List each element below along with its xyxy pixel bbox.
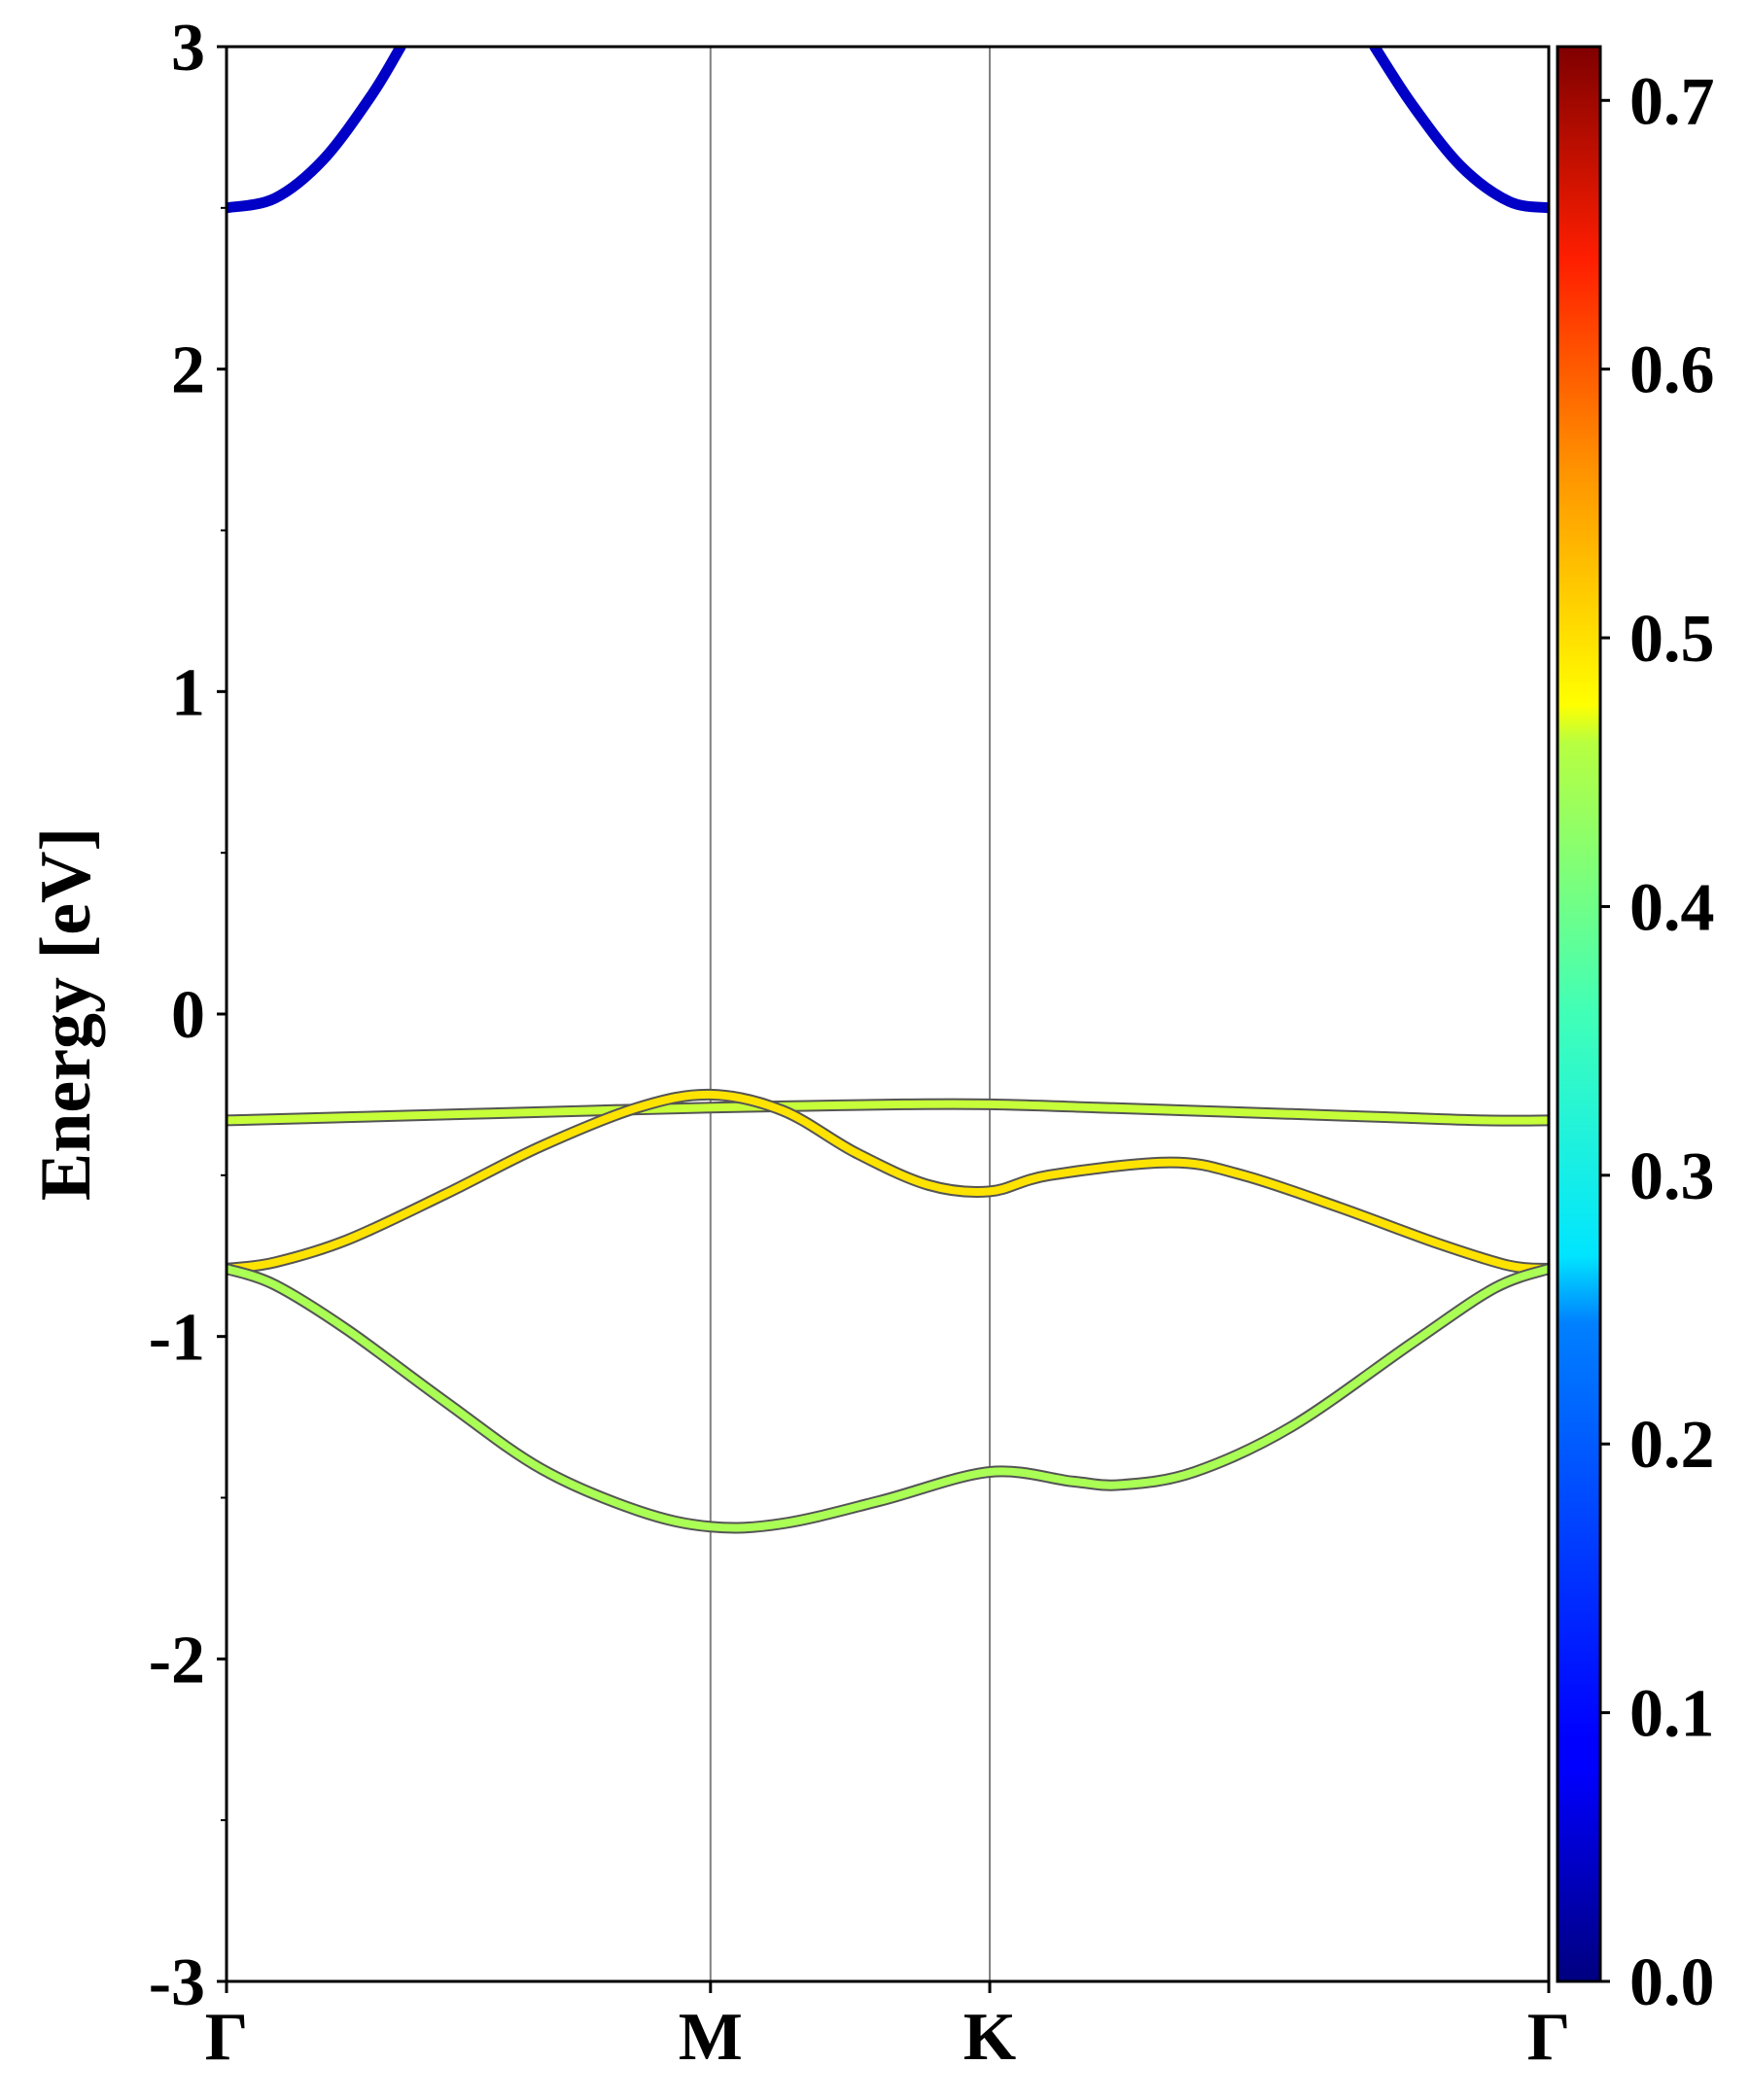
band-line xyxy=(1369,47,1549,214)
y-tick-label: 1 xyxy=(171,655,205,730)
colorbar-tick-label: 0.2 xyxy=(1629,1408,1715,1483)
band-line xyxy=(227,47,406,214)
band-line xyxy=(227,1090,1549,1273)
y-tick-label: 2 xyxy=(171,333,205,408)
band-outline xyxy=(227,1263,1549,1534)
y-tick-label: -2 xyxy=(149,1623,205,1698)
colorbar-tick-label: 0.5 xyxy=(1629,602,1715,677)
plot-frame xyxy=(225,45,1551,1983)
colorbar-tick-label: 0.4 xyxy=(1629,870,1715,945)
y-tick-label: -1 xyxy=(149,1301,205,1376)
y-axis-ticks: 3 2 1 0 -1 -2 -3 xyxy=(149,11,227,2020)
y-tick-label: 0 xyxy=(171,978,205,1053)
colorbar-tick-label: 0.7 xyxy=(1629,64,1715,139)
colorbar-gradient xyxy=(1556,45,1602,1983)
x-tick-label: M xyxy=(679,2000,743,2075)
x-tick-label: Γ xyxy=(1527,2000,1571,2075)
colorbar-tick-label: 0.1 xyxy=(1629,1677,1715,1752)
y-tick-label: 3 xyxy=(171,11,205,86)
bands xyxy=(227,47,1549,1534)
colorbar-ticks: 0.0 0.1 0.2 0.3 0.4 0.5 0.6 0.7 xyxy=(1600,64,1715,2020)
band-line xyxy=(227,1100,1549,1125)
y-axis-label: Energy [eV] xyxy=(26,827,106,1201)
colorbar-tick-label: 0.0 xyxy=(1629,1945,1715,2020)
y-tick-label: -3 xyxy=(149,1945,205,2020)
high-symmetry-lines xyxy=(709,47,992,1981)
colorbar-tick-label: 0.6 xyxy=(1629,333,1715,408)
x-tick-label: Γ xyxy=(205,2000,249,2075)
x-tick-label: K xyxy=(963,2000,1016,2075)
band-line xyxy=(227,1265,1549,1532)
colorbar-tick-label: 0.3 xyxy=(1629,1139,1715,1214)
colorbar: 0.0 0.1 0.2 0.3 0.4 0.5 0.6 0.7 xyxy=(1556,45,1715,2020)
